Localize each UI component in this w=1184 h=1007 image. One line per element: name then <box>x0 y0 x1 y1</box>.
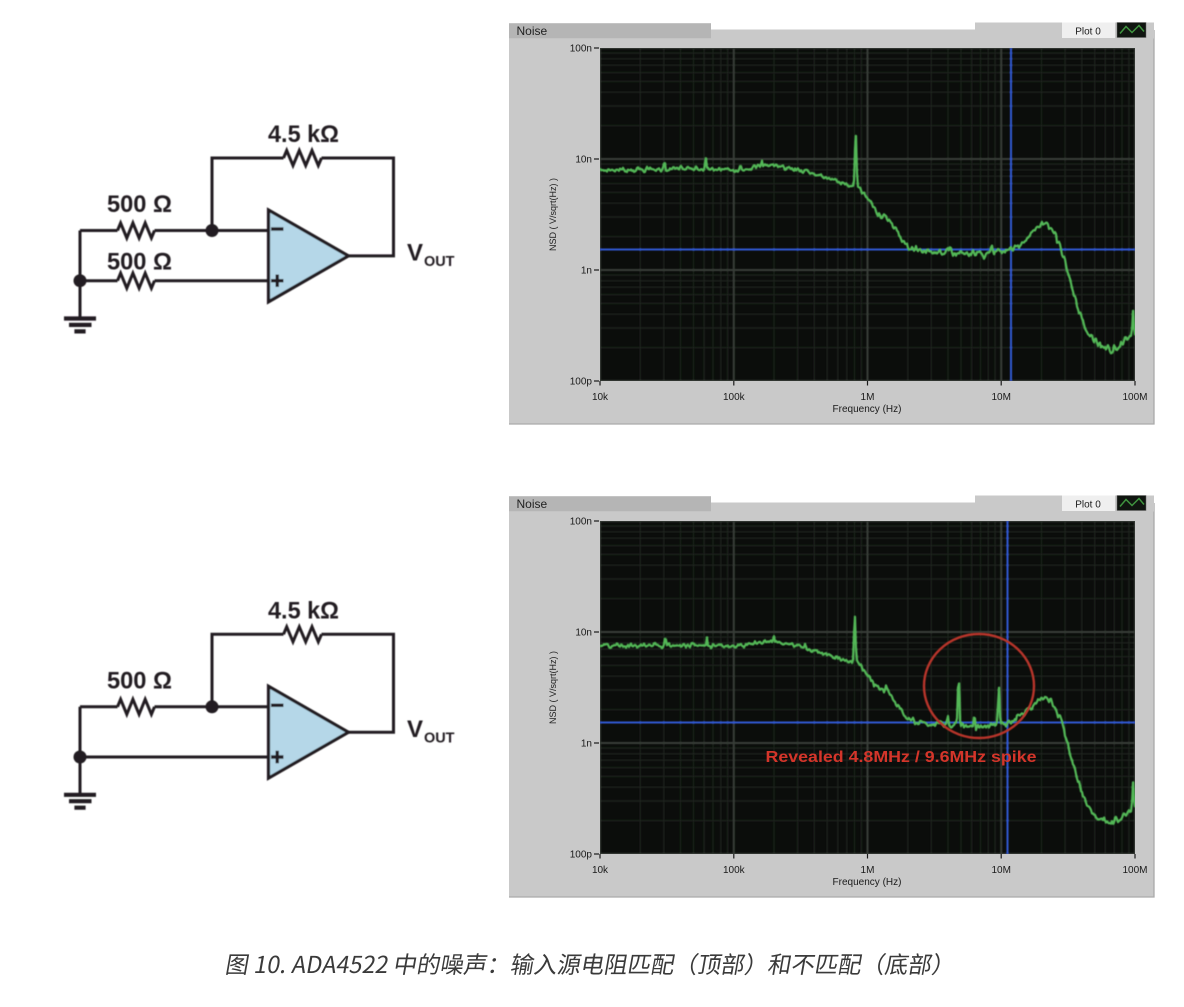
svg-text:Noise: Noise <box>517 497 548 511</box>
svg-text:NSD ( V/sqrt(Hz) ): NSD ( V/sqrt(Hz) ) <box>548 178 558 251</box>
svg-text:100M: 100M <box>1122 392 1147 403</box>
svg-text:Plot 0: Plot 0 <box>1075 27 1101 38</box>
svg-text:500 Ω: 500 Ω <box>107 667 172 694</box>
svg-text:V: V <box>407 240 423 267</box>
svg-text:4.5 kΩ: 4.5 kΩ <box>268 121 339 148</box>
svg-text:1n: 1n <box>581 739 592 750</box>
svg-text:Plot 0: Plot 0 <box>1075 500 1101 511</box>
svg-text:OUT: OUT <box>424 730 455 746</box>
svg-text:10M: 10M <box>991 865 1010 876</box>
svg-text:10n: 10n <box>575 628 592 639</box>
svg-text:100n: 100n <box>570 517 592 528</box>
svg-text:100k: 100k <box>723 865 746 876</box>
svg-text:Noise: Noise <box>517 24 548 38</box>
svg-text:500 Ω: 500 Ω <box>107 249 172 276</box>
svg-text:1M: 1M <box>861 865 875 876</box>
svg-text:100k: 100k <box>723 392 746 403</box>
svg-text:1M: 1M <box>861 392 875 403</box>
svg-text:100p: 100p <box>570 377 593 388</box>
svg-text:Frequency (Hz): Frequency (Hz) <box>833 877 902 888</box>
svg-text:500 Ω: 500 Ω <box>107 191 172 218</box>
svg-text:10k: 10k <box>592 865 609 876</box>
svg-text:OUT: OUT <box>424 254 455 270</box>
svg-text:10k: 10k <box>592 392 609 403</box>
svg-text:10n: 10n <box>575 155 592 166</box>
svg-text:Frequency (Hz): Frequency (Hz) <box>833 404 902 415</box>
svg-text:10M: 10M <box>991 392 1010 403</box>
svg-text:100n: 100n <box>570 44 592 55</box>
svg-text:100p: 100p <box>570 850 593 861</box>
svg-text:Revealed 4.8MHz / 9.6MHz spike: Revealed 4.8MHz / 9.6MHz spike <box>766 749 1037 766</box>
svg-text:100M: 100M <box>1122 865 1147 876</box>
svg-text:V: V <box>407 716 423 743</box>
svg-text:4.5 kΩ: 4.5 kΩ <box>268 597 339 624</box>
svg-text:1n: 1n <box>581 266 592 277</box>
svg-text:NSD ( V/sqrt(Hz) ): NSD ( V/sqrt(Hz) ) <box>548 651 558 724</box>
